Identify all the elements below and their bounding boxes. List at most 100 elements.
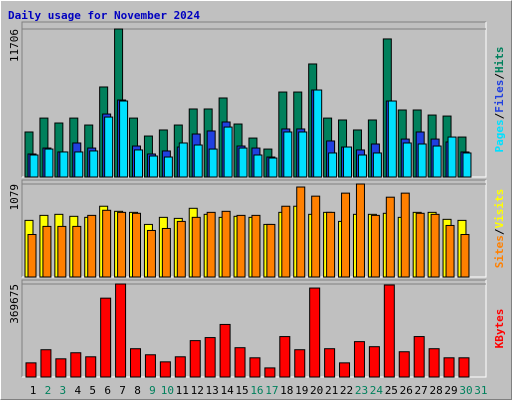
bar (353, 341, 365, 378)
x-tick-label: 7 (119, 384, 126, 397)
bar (326, 211, 336, 278)
bar (417, 143, 427, 178)
bar (89, 150, 99, 178)
bar (428, 348, 440, 378)
x-tick-label: 18 (280, 384, 293, 397)
bar (161, 227, 171, 278)
bar (134, 149, 144, 178)
bar (206, 211, 216, 278)
bar (447, 136, 457, 178)
bar (328, 152, 338, 178)
legend-entry: Hits (493, 47, 506, 74)
bar (264, 367, 276, 378)
bar (385, 196, 395, 278)
bar (357, 154, 367, 178)
x-tick-label: 23 (355, 384, 368, 397)
x-tick-label: 20 (310, 384, 323, 397)
bar (159, 361, 171, 378)
bar (432, 145, 442, 178)
bar (204, 337, 216, 378)
bar (102, 209, 112, 278)
bar (191, 216, 201, 278)
x-tick-label: 13 (206, 384, 219, 397)
y-tick-label: 11706 (8, 29, 21, 62)
bar (460, 234, 470, 278)
bar (294, 349, 306, 378)
legend: Pages/Files/Hits (493, 47, 506, 153)
chart-title: Daily usage for November 2024 (8, 9, 200, 22)
bar (236, 214, 246, 278)
bar (279, 336, 291, 378)
bar (87, 214, 97, 278)
x-tick-label: 25 (385, 384, 398, 397)
bar (387, 100, 397, 178)
x-tick-label: 4 (74, 384, 81, 397)
bar (370, 214, 380, 278)
bar (283, 131, 293, 178)
bar (249, 357, 261, 378)
x-tick-label: 11 (176, 384, 189, 397)
x-tick-label: 29 (444, 384, 457, 397)
bar (458, 357, 470, 378)
bar (415, 212, 425, 278)
bar (163, 156, 173, 178)
bar (343, 146, 353, 178)
bar (368, 346, 380, 378)
bar (132, 212, 142, 278)
x-tick-label: 6 (104, 384, 111, 397)
bar (355, 183, 365, 278)
x-tick-label: 12 (191, 384, 204, 397)
legend-entry: Sites (493, 235, 506, 268)
x-tick-label: 5 (89, 384, 96, 397)
bar (44, 148, 54, 178)
x-tick-label: 19 (295, 384, 308, 397)
y-tick-label: 369675 (8, 284, 21, 324)
legend-entry: Pages (493, 119, 506, 152)
bar (311, 195, 321, 278)
legend: KBytes (493, 309, 506, 349)
bar (85, 356, 97, 378)
bar (339, 362, 351, 378)
x-tick-label: 2 (45, 384, 52, 397)
bar (40, 349, 52, 378)
bar (144, 354, 156, 378)
x-tick-label: 22 (340, 384, 353, 397)
bar (400, 192, 410, 278)
plot-shadow (21, 179, 486, 277)
bar (29, 154, 39, 178)
x-tick-label: 10 (161, 384, 174, 397)
x-tick-label: 9 (149, 384, 156, 397)
x-tick-label: 26 (400, 384, 413, 397)
bar (178, 142, 188, 178)
bar (193, 144, 203, 178)
bar (253, 154, 263, 178)
x-tick-label: 31 (474, 384, 487, 397)
bar (59, 151, 69, 178)
x-tick-label: 15 (235, 384, 248, 397)
x-tick-label: 8 (134, 384, 141, 397)
bar (268, 157, 278, 178)
bar (189, 340, 201, 378)
bar (413, 336, 425, 378)
bar (55, 358, 67, 378)
bar (72, 225, 82, 278)
bar (298, 131, 308, 178)
bar (281, 205, 291, 278)
bar (176, 220, 186, 278)
bar (445, 224, 455, 278)
bar (27, 234, 37, 278)
x-tick-label: 27 (415, 384, 428, 397)
bar (148, 155, 158, 178)
bar (119, 100, 129, 178)
bar (100, 297, 112, 378)
bar (430, 213, 440, 278)
bar (251, 214, 261, 278)
bar (146, 229, 156, 278)
x-tick-label: 3 (60, 384, 67, 397)
bar (104, 116, 114, 178)
legend-separator: / (493, 228, 506, 235)
bar (74, 151, 84, 178)
x-tick-label: 1 (30, 384, 37, 397)
x-tick-label: 30 (459, 384, 472, 397)
